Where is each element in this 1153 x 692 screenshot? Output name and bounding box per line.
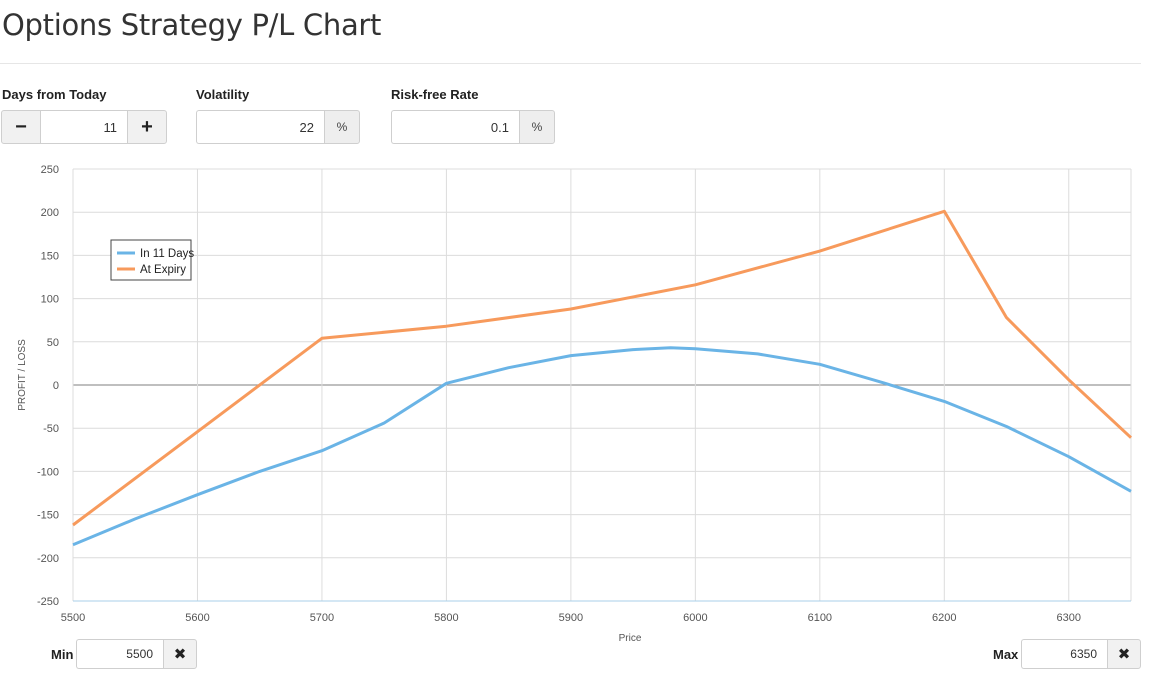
y-tick-label: -150 — [37, 510, 59, 522]
volatility-input[interactable] — [196, 110, 324, 144]
chart-legend: In 11 Days At Expiry — [110, 239, 194, 281]
y-tick-label: 250 — [41, 164, 59, 176]
volatility-unit: % — [324, 110, 360, 144]
y-axis-title: PROFIT / LOSS — [17, 339, 28, 411]
y-tick-label: 50 — [47, 337, 59, 349]
chart-grid — [72, 168, 1132, 602]
legend-label: At Expiry — [140, 264, 186, 276]
x-tick-label: 5500 — [61, 612, 85, 624]
min-clear-button[interactable]: ✖ — [163, 639, 197, 669]
title-divider — [0, 63, 1141, 64]
days-plus-button[interactable]: + — [127, 110, 167, 144]
x-tick-label: 6200 — [932, 612, 956, 624]
x-tick-label: 5600 — [185, 612, 209, 624]
x-tick-label: 6300 — [1057, 612, 1081, 624]
y-tick-label: 0 — [53, 380, 59, 392]
y-tick-label: -250 — [37, 596, 59, 608]
days-input[interactable] — [41, 110, 127, 144]
volatility-group: % — [196, 110, 360, 144]
volatility-label: Volatility — [196, 87, 250, 102]
min-group: ✖ — [76, 639, 197, 669]
y-tick-label: -100 — [37, 466, 59, 478]
rate-label: Risk-free Rate — [391, 87, 479, 102]
chart-series — [72, 209, 1133, 547]
close-icon: ✖ — [1117, 646, 1131, 663]
min-input[interactable] — [76, 639, 163, 669]
series-line — [72, 346, 1132, 547]
rate-unit: % — [519, 110, 555, 144]
max-input[interactable] — [1021, 639, 1107, 669]
y-tick-label: 100 — [41, 294, 59, 306]
x-tick-label: 6000 — [683, 612, 707, 624]
days-minus-button[interactable]: − — [1, 110, 41, 144]
legend-box — [110, 239, 192, 281]
series-line — [72, 209, 1133, 527]
days-label: Days from Today — [2, 87, 107, 102]
y-tick-label: 200 — [41, 207, 59, 219]
y-tick-label: -200 — [37, 553, 59, 565]
x-axis-title: Price — [619, 633, 642, 644]
close-icon: ✖ — [173, 646, 187, 663]
max-group: ✖ — [1021, 639, 1141, 669]
x-tick-label: 6100 — [808, 612, 832, 624]
x-tick-label: 5800 — [434, 612, 458, 624]
min-label: Min — [51, 647, 74, 662]
x-tick-label: 5700 — [310, 612, 334, 624]
page-title: Options Strategy P/L Chart — [2, 8, 382, 42]
rate-input[interactable] — [391, 110, 519, 144]
max-clear-button[interactable]: ✖ — [1107, 639, 1141, 669]
max-label: Max — [993, 647, 1019, 662]
x-tick-label: 5900 — [559, 612, 583, 624]
y-tick-label: -50 — [43, 423, 59, 435]
days-stepper: − + — [1, 110, 167, 144]
rate-group: % — [391, 110, 555, 144]
y-tick-label: 150 — [41, 250, 59, 262]
legend-label: In 11 Days — [140, 248, 194, 260]
